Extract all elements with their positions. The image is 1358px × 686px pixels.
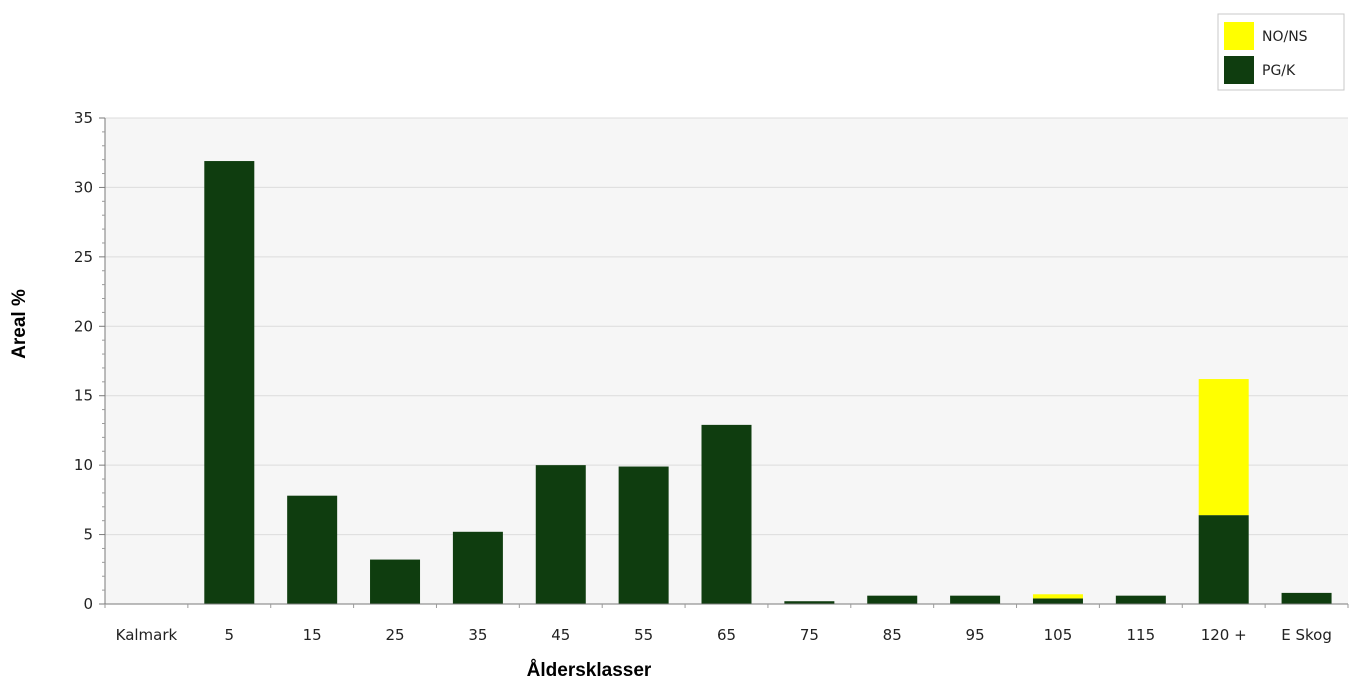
bar — [287, 495, 338, 604]
x-tick-label: 45 — [551, 626, 570, 644]
bars — [204, 161, 1332, 604]
legend-swatch — [1224, 22, 1254, 50]
y-tick-label: 10 — [74, 456, 93, 474]
x-tick-label: 35 — [468, 626, 487, 644]
x-tick-label: E Skog — [1281, 626, 1332, 644]
legend: NO/NS PG/K — [1217, 13, 1345, 91]
x-tick-label: 5 — [225, 626, 235, 644]
bar — [452, 531, 503, 604]
legend-label: NO/NS — [1262, 29, 1308, 45]
bar — [204, 161, 255, 604]
bar — [1198, 515, 1249, 604]
x-tick-label: 105 — [1044, 626, 1073, 644]
x-tick-label: 120 + — [1201, 626, 1247, 644]
y-axis-title: Areal % — [9, 289, 30, 359]
bar — [867, 595, 918, 604]
bar — [618, 466, 669, 604]
bar — [950, 595, 1001, 604]
x-tick-label: 115 — [1127, 626, 1156, 644]
x-axis-ticks: Kalmark 5 15 25 35 45 55 65 75 85 95 105 115 120 + E S… — [104, 604, 1349, 644]
x-tick-label: 65 — [717, 626, 736, 644]
y-tick-label: 0 — [83, 595, 93, 613]
x-tick-label: Kalmark — [116, 626, 178, 644]
legend-swatch — [1224, 56, 1254, 84]
x-tick-label: 85 — [883, 626, 902, 644]
x-tick-label: 15 — [303, 626, 322, 644]
x-axis-title: Åldersklasser — [527, 660, 652, 681]
y-axis-ticks: 0 5 10 15 20 25 30 35 — [74, 109, 105, 613]
y-tick-label: 15 — [74, 387, 93, 405]
y-tick-label: 20 — [74, 317, 93, 335]
bar — [1115, 595, 1166, 604]
y-tick-label: 25 — [74, 248, 93, 266]
bar — [701, 424, 752, 604]
y-tick-label: 30 — [74, 178, 93, 196]
x-tick-label: 75 — [800, 626, 819, 644]
x-tick-label: 95 — [966, 626, 985, 644]
y-tick-label: 5 — [83, 526, 93, 544]
bar — [1032, 598, 1083, 604]
y-tick-label: 35 — [74, 109, 93, 127]
x-tick-label: 25 — [385, 626, 404, 644]
x-tick-label: 55 — [634, 626, 653, 644]
bar — [1032, 594, 1083, 599]
bar — [535, 465, 586, 604]
legend-label: PG/K — [1262, 63, 1296, 79]
bar — [1281, 592, 1332, 604]
bar — [1198, 379, 1249, 516]
bar — [784, 601, 835, 604]
bar — [370, 559, 421, 604]
